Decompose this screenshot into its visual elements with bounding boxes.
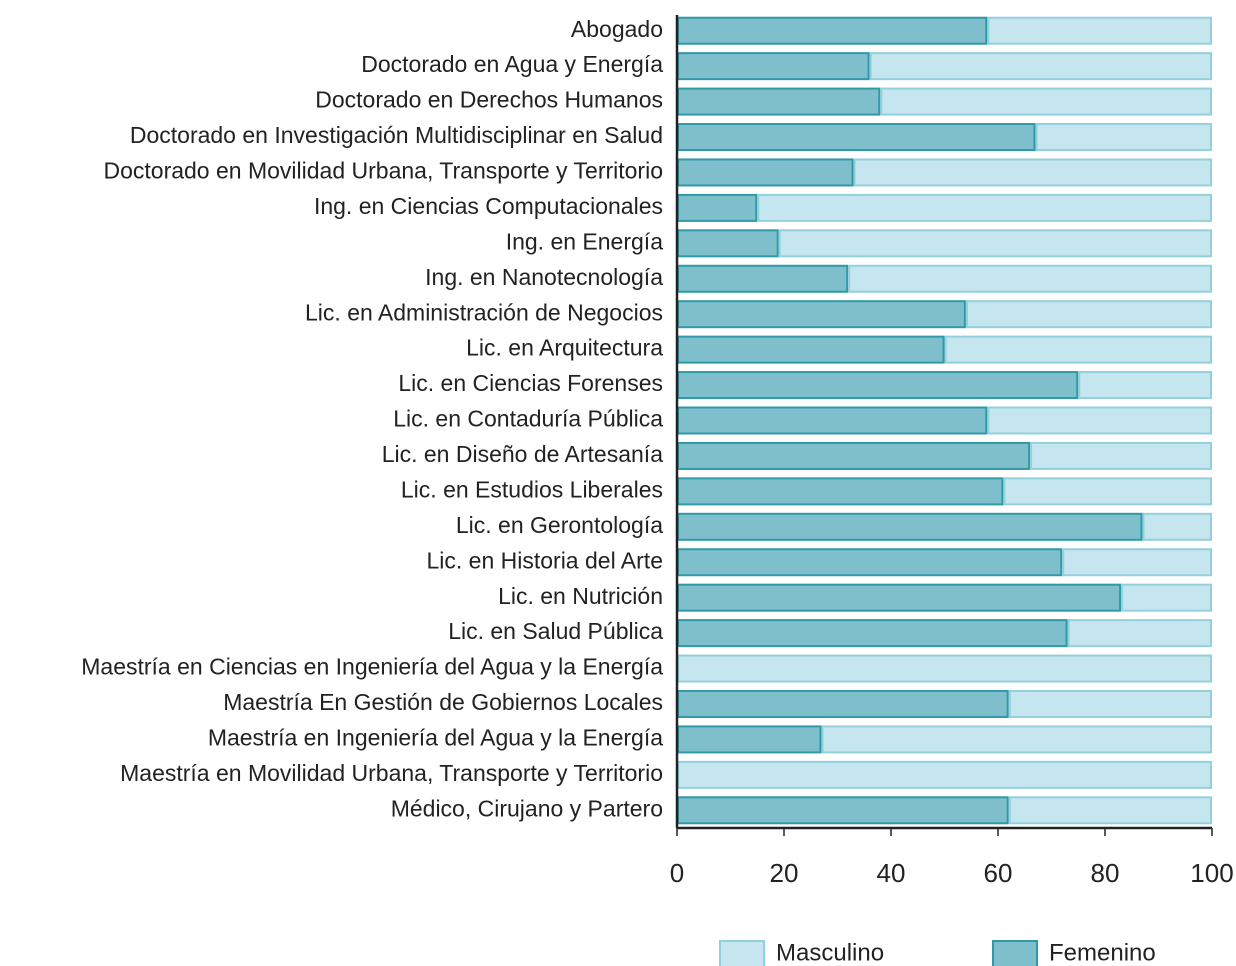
y-tick-label: Médico, Cirujano y Partero [391,795,663,821]
y-tick-label: Lic. en Administración de Negocios [305,299,663,325]
bar-segment [677,796,1009,825]
bar-segment [677,16,988,45]
x-tick-label: 100 [1190,858,1233,888]
y-tick-label: Doctorado en Investigación Multidiscipli… [130,122,663,148]
bar-segment [677,654,1212,683]
bar-segment [677,52,870,81]
y-tick-label: Lic. en Contaduría Pública [393,406,663,432]
y-tick-label: Maestría En Gestión de Gobiernos Locales [223,689,663,715]
bar-segment [853,158,1212,187]
bar-segment [757,193,1212,222]
bar-segment [677,583,1122,612]
bar-segment [1008,689,1213,718]
x-tick-label: 40 [877,858,906,888]
y-tick-label: Maestría en Movilidad Urbana, Transporte… [120,760,663,786]
bar-segment [1035,123,1212,152]
y-tick-label: Ing. en Ciencias Computacionales [314,193,663,219]
legend-swatch [992,940,1038,966]
y-tick-label: Lic. en Historia del Arte [426,547,663,573]
x-tick-label: 0 [670,858,684,888]
y-tick-label: Ing. en Energía [506,228,663,254]
bar-segment [987,406,1212,435]
bar-segment [821,725,1212,754]
bar-segment [677,725,822,754]
bar-segment [677,477,1004,506]
bar-segment [677,229,779,258]
bar-segment [677,548,1063,577]
x-tick-label: 20 [770,858,799,888]
bar-segment [1078,371,1212,400]
legend-label: Masculino [776,939,884,966]
bar-segment [677,87,881,116]
bar-segment [677,158,854,187]
bar-segment [848,264,1212,293]
bar-segment [677,371,1079,400]
bar-segment [677,512,1143,541]
legend-label: Femenino [1049,939,1156,966]
bar-segment [1142,512,1212,541]
y-tick-label: Doctorado en Derechos Humanos [315,87,663,113]
bar-segment [778,229,1213,258]
bar-segment [987,16,1212,45]
bar-segment [677,193,758,222]
bar-segment [1062,548,1212,577]
y-tick-label: Lic. en Diseño de Artesanía [382,441,663,467]
y-tick-label: Maestría en Ingeniería del Agua y la Ene… [208,724,663,750]
y-tick-label: Lic. en Salud Pública [448,618,663,644]
y-tick-label: Doctorado en Movilidad Urbana, Transport… [103,158,663,184]
bar-segment [677,406,988,435]
bar-segment [1121,583,1213,612]
bar-segment [677,300,966,329]
y-tick-label: Lic. en Arquitectura [466,335,663,361]
bar-segment [677,760,1212,789]
legend-swatch [719,940,765,966]
bar-segment [677,441,1031,470]
y-tick-label: Lic. en Ciencias Forenses [398,370,663,396]
y-tick-label: Lic. en Gerontología [456,512,663,538]
bar-segment [1003,477,1212,506]
bar-segment [677,123,1036,152]
bar-segment [677,335,945,364]
bar-segment [880,87,1212,116]
bar-segment [1067,619,1213,648]
bar-segment [677,689,1009,718]
bar-segment [1030,441,1212,470]
y-tick-label: Abogado [571,16,663,42]
bar-segment [869,52,1212,81]
y-tick-label: Lic. en Nutrición [498,583,663,609]
y-tick-label: Ing. en Nanotecnología [425,264,663,290]
bar-segment [1008,796,1213,825]
bar-segment [944,335,1212,364]
x-tick-label: 60 [984,858,1013,888]
y-tick-label: Doctorado en Agua y Energía [361,51,663,77]
y-tick-label: Maestría en Ciencias en Ingeniería del A… [81,654,663,680]
bar-segment [677,619,1068,648]
x-tick-label: 80 [1091,858,1120,888]
bar-segment [965,300,1213,329]
bar-segment [677,264,849,293]
y-tick-label: Lic. en Estudios Liberales [401,476,663,502]
